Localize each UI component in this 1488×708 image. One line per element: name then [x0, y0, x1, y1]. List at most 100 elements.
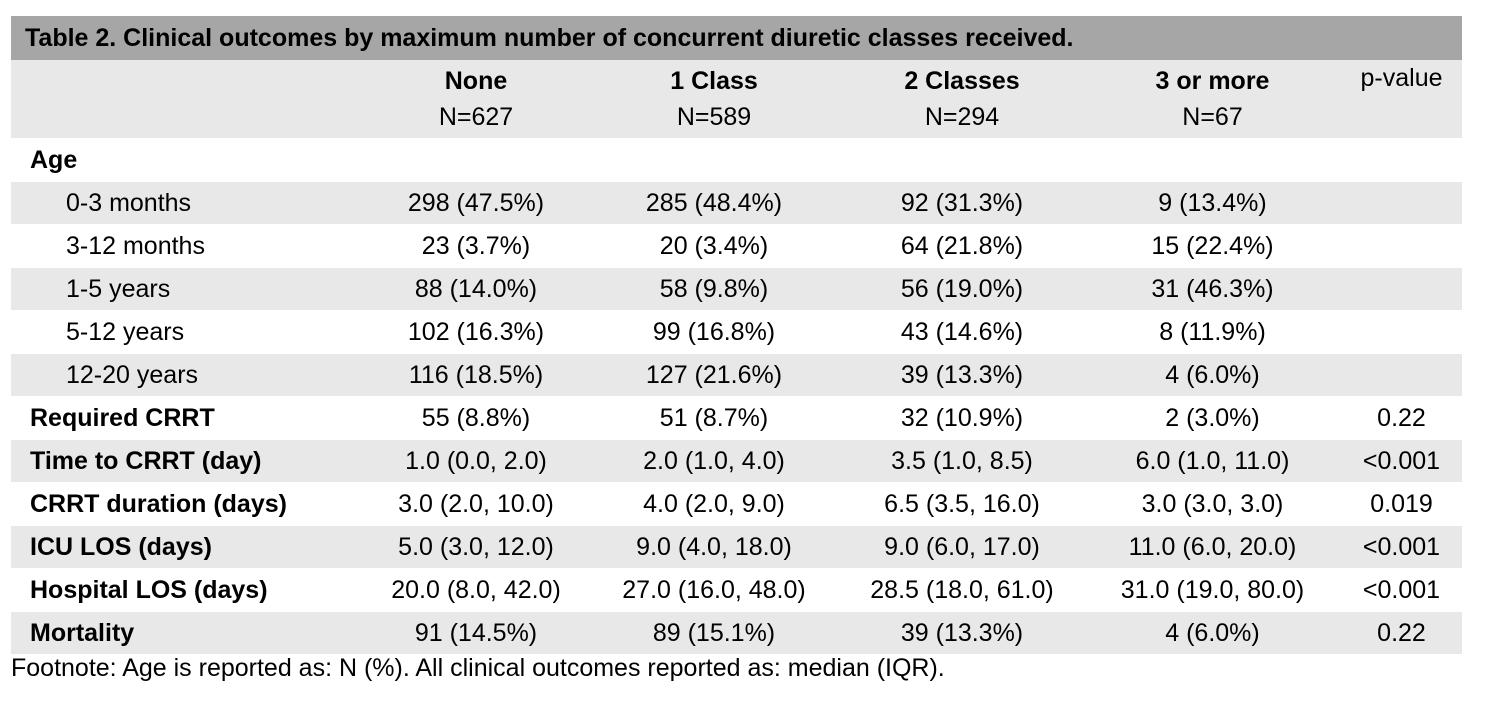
- cell-2-classes: 56 (19.0%): [840, 267, 1084, 311]
- cell-p-value: <0.001: [1341, 439, 1463, 483]
- table-row: 12-20 years 116 (18.5%) 127 (21.6%) 39 (13.…: [11, 353, 1463, 397]
- outcomes-table-container: Table 2. Clinical outcomes by maximum nu…: [11, 16, 1463, 654]
- cell-p-value: [1341, 181, 1463, 225]
- cell-3-or-more: 4 (6.0%): [1084, 353, 1341, 397]
- header-col-name: 3 or more: [1155, 67, 1270, 95]
- cell-p-value: <0.001: [1341, 568, 1463, 612]
- header-col-name: None: [444, 67, 508, 95]
- cell-2-classes: 6.5 (3.5, 16.0): [840, 482, 1084, 526]
- header-col-n: N=589: [676, 103, 752, 131]
- cell-1-class: 27.0 (16.0, 48.0): [588, 568, 840, 612]
- table-row: 1-5 years 88 (14.0%) 58 (9.8%) 56 (19.0%) 31…: [11, 267, 1463, 311]
- cell-p-value: 0.019: [1341, 482, 1463, 526]
- table-row: Mortality 91 (14.5%) 89 (15.1%) 39 (13.3%) 4…: [11, 611, 1463, 654]
- header-col-n: N=67: [1182, 103, 1243, 131]
- empty-cell: [1341, 138, 1463, 182]
- row-label: Hospital LOS (days): [11, 568, 364, 612]
- cell-3-or-more: 31.0 (19.0, 80.0): [1084, 568, 1341, 612]
- cell-3-or-more: 3.0 (3.0, 3.0): [1084, 482, 1341, 526]
- cell-2-classes: 39 (13.3%): [840, 611, 1084, 654]
- empty-cell: [588, 138, 840, 182]
- cell-none: 91 (14.5%): [364, 611, 588, 654]
- cell-1-class: 99 (16.8%): [588, 310, 840, 354]
- cell-1-class: 58 (9.8%): [588, 267, 840, 311]
- cell-p-value: [1341, 353, 1463, 397]
- cell-p-value: [1341, 224, 1463, 268]
- row-label: 5-12 years: [11, 310, 364, 354]
- table-row: CRRT duration (days) 3.0 (2.0, 10.0) 4.0 (…: [11, 482, 1463, 526]
- cell-1-class: 4.0 (2.0, 9.0): [588, 482, 840, 526]
- cell-1-class: 20 (3.4%): [588, 224, 840, 268]
- cell-2-classes: 43 (14.6%): [840, 310, 1084, 354]
- cell-1-class: 51 (8.7%): [588, 396, 840, 440]
- section-label-age: Age: [11, 138, 364, 182]
- cell-2-classes: 3.5 (1.0, 8.5): [840, 439, 1084, 483]
- cell-none: 1.0 (0.0, 2.0): [364, 439, 588, 483]
- cell-3-or-more: 11.0 (6.0, 20.0): [1084, 525, 1341, 569]
- cell-p-value: 0.22: [1341, 611, 1463, 654]
- header-col-2-classes: 2 Classes N=294: [840, 60, 1084, 139]
- row-label: 0-3 months: [11, 181, 364, 225]
- cell-1-class: 285 (48.4%): [588, 181, 840, 225]
- row-label: 12-20 years: [11, 353, 364, 397]
- cell-none: 88 (14.0%): [364, 267, 588, 311]
- cell-3-or-more: 2 (3.0%): [1084, 396, 1341, 440]
- cell-3-or-more: 15 (22.4%): [1084, 224, 1341, 268]
- cell-3-or-more: 31 (46.3%): [1084, 267, 1341, 311]
- row-label: Mortality: [11, 611, 364, 654]
- cell-2-classes: 32 (10.9%): [840, 396, 1084, 440]
- table-row: 0-3 months 298 (47.5%) 285 (48.4%) 92 (31.3…: [11, 181, 1463, 225]
- cell-2-classes: 92 (31.3%): [840, 181, 1084, 225]
- table-footnote: Footnote: Age is reported as: N (%). All…: [11, 654, 945, 682]
- cell-3-or-more: 4 (6.0%): [1084, 611, 1341, 654]
- empty-cell: [364, 138, 588, 182]
- row-label: 1-5 years: [11, 267, 364, 311]
- table-row: Required CRRT 55 (8.8%) 51 (8.7%) 32 (10.9%…: [11, 396, 1463, 440]
- row-label: 3-12 months: [11, 224, 364, 268]
- table-title-row: Table 2. Clinical outcomes by maximum nu…: [11, 16, 1463, 60]
- empty-cell: [840, 138, 1084, 182]
- header-col-3-or-more: 3 or more N=67: [1084, 60, 1341, 139]
- cell-3-or-more: 8 (11.9%): [1084, 310, 1341, 354]
- header-empty-cell: [11, 60, 364, 139]
- cell-none: 116 (18.5%): [364, 353, 588, 397]
- table-row: Time to CRRT (day) 1.0 (0.0, 2.0) 2.0 (1.0…: [11, 439, 1463, 483]
- cell-none: 20.0 (8.0, 42.0): [364, 568, 588, 612]
- cell-1-class: 9.0 (4.0, 18.0): [588, 525, 840, 569]
- cell-none: 102 (16.3%): [364, 310, 588, 354]
- cell-3-or-more: 9 (13.4%): [1084, 181, 1341, 225]
- cell-2-classes: 39 (13.3%): [840, 353, 1084, 397]
- section-row-age: Age: [11, 138, 1463, 182]
- cell-2-classes: 9.0 (6.0, 17.0): [840, 525, 1084, 569]
- empty-cell: [1084, 138, 1341, 182]
- cell-1-class: 89 (15.1%): [588, 611, 840, 654]
- cell-none: 5.0 (3.0, 12.0): [364, 525, 588, 569]
- row-label: ICU LOS (days): [11, 525, 364, 569]
- cell-none: 298 (47.5%): [364, 181, 588, 225]
- header-col-p-value: p-value: [1341, 60, 1463, 139]
- cell-p-value: <0.001: [1341, 525, 1463, 569]
- cell-2-classes: 28.5 (18.0, 61.0): [840, 568, 1084, 612]
- cell-p-value: 0.22: [1341, 396, 1463, 440]
- table-header-row: None N=627 1 Class N=589 2 Classes N=294…: [11, 60, 1463, 139]
- header-col-n: N=627: [438, 103, 514, 131]
- cell-p-value: [1341, 310, 1463, 354]
- row-label: Required CRRT: [11, 396, 364, 440]
- table-row: 5-12 years 102 (16.3%) 99 (16.8%) 43 (14.6%…: [11, 310, 1463, 354]
- header-col-none: None N=627: [364, 60, 588, 139]
- table-row: 3-12 months 23 (3.7%) 20 (3.4%) 64 (21.8%) 1…: [11, 224, 1463, 268]
- cell-none: 55 (8.8%): [364, 396, 588, 440]
- header-col-name: 2 Classes: [904, 67, 1020, 95]
- table-row: ICU LOS (days) 5.0 (3.0, 12.0) 9.0 (4.0, 1…: [11, 525, 1463, 569]
- header-col-n: N=294: [924, 103, 1000, 131]
- cell-p-value: [1341, 267, 1463, 311]
- cell-1-class: 2.0 (1.0, 4.0): [588, 439, 840, 483]
- cell-none: 3.0 (2.0, 10.0): [364, 482, 588, 526]
- cell-3-or-more: 6.0 (1.0, 11.0): [1084, 439, 1341, 483]
- table-row: Hospital LOS (days) 20.0 (8.0, 42.0) 27.0 …: [11, 568, 1463, 612]
- header-col-1-class: 1 Class N=589: [588, 60, 840, 139]
- outcomes-table: Table 2. Clinical outcomes by maximum nu…: [11, 16, 1463, 654]
- table-title: Table 2. Clinical outcomes by maximum nu…: [11, 16, 1463, 60]
- cell-2-classes: 64 (21.8%): [840, 224, 1084, 268]
- header-col-name: 1 Class: [670, 67, 758, 95]
